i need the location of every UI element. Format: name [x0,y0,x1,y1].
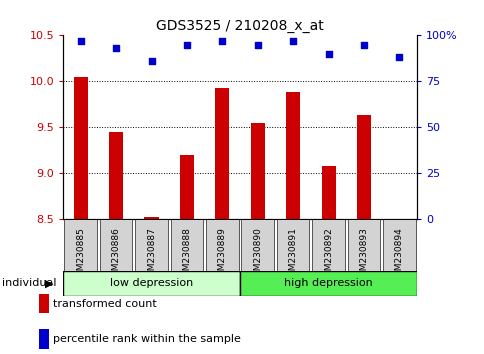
FancyBboxPatch shape [312,219,344,271]
Text: low depression: low depression [110,278,193,288]
Text: high depression: high depression [284,278,372,288]
FancyBboxPatch shape [382,219,415,271]
Bar [63,271,240,296]
Point [324,51,332,57]
Point [112,45,120,51]
Text: percentile rank within the sample: percentile rank within the sample [53,334,241,344]
Title: GDS3525 / 210208_x_at: GDS3525 / 210208_x_at [156,19,323,33]
FancyBboxPatch shape [170,219,203,271]
Point [359,42,367,47]
Text: GSM230893: GSM230893 [359,227,368,282]
Text: GSM230887: GSM230887 [147,227,156,282]
Text: GSM230886: GSM230886 [111,227,121,282]
FancyBboxPatch shape [276,219,309,271]
Bar [215,88,229,219]
FancyBboxPatch shape [347,219,379,271]
Text: GSM230885: GSM230885 [76,227,85,282]
Text: GSM230890: GSM230890 [253,227,262,282]
Bar [180,155,194,219]
Text: GSM230888: GSM230888 [182,227,191,282]
FancyBboxPatch shape [64,219,97,271]
FancyBboxPatch shape [100,219,132,271]
Bar [356,115,370,219]
Bar [109,132,123,219]
Bar [321,166,335,219]
Text: ▶: ▶ [45,278,54,288]
Text: GSM230889: GSM230889 [217,227,227,282]
Text: individual: individual [2,278,57,288]
Bar [286,92,300,219]
Text: GSM230894: GSM230894 [394,227,403,282]
Bar [74,77,88,219]
Point [182,42,190,47]
FancyBboxPatch shape [135,219,167,271]
Point [218,38,226,44]
Text: GSM230891: GSM230891 [288,227,297,282]
FancyBboxPatch shape [206,219,238,271]
Point [394,55,402,60]
Point [76,38,85,44]
Bar [144,217,158,219]
Bar [250,123,264,219]
Bar [240,271,416,296]
Text: transformed count: transformed count [53,299,157,309]
Point [253,42,261,47]
Text: GSM230892: GSM230892 [323,227,333,282]
FancyBboxPatch shape [241,219,273,271]
Point [147,58,155,64]
Point [288,38,296,44]
